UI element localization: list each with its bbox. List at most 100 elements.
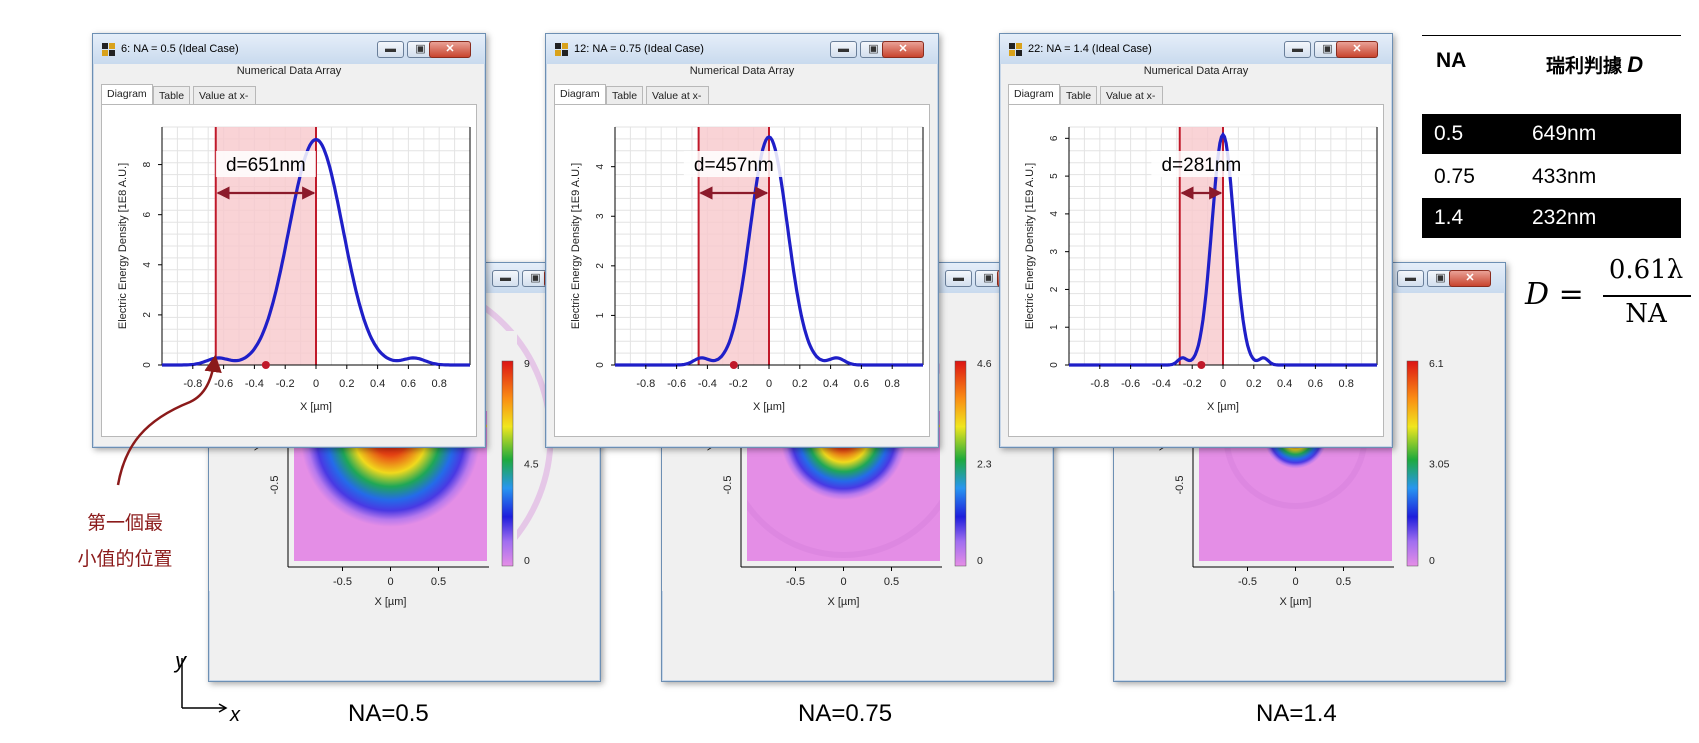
table-header-d-text: 瑞利判據	[1546, 56, 1623, 77]
tab-diagram[interactable]: Diagram	[554, 84, 606, 104]
profile-window-na05[interactable]: 6: NA = 0.5 (Ideal Case) ▬ ▣ ✕ Numerical Dat…	[92, 33, 486, 448]
minimize-button[interactable]: ▬	[492, 270, 519, 287]
minimum-point	[1197, 361, 1206, 369]
rayleigh-formula: D = 0.61λ NA	[1525, 255, 1695, 335]
colorbar	[501, 360, 514, 567]
y-tick-label: -0.5	[1174, 476, 1186, 495]
table-top-rule	[1422, 35, 1681, 36]
window-title: 22: NA = 1.4 (Ideal Case)	[1028, 43, 1152, 55]
x-tick-label: 0.5	[884, 576, 899, 588]
y-tick-label: 0	[142, 362, 153, 368]
table-header-na: NA	[1436, 49, 1467, 72]
x-tick-label: -0.2	[1183, 378, 1202, 390]
window-titlebar[interactable]: 6: NA = 0.5 (Ideal Case) ▬ ▣ ✕	[93, 34, 485, 64]
x-axis-label: X [µm]	[1279, 596, 1311, 608]
x-tick-label: -0.2	[276, 378, 295, 390]
app-icon	[1009, 43, 1022, 56]
maximize-button[interactable]: ▣	[522, 270, 549, 287]
y-tick-label: 1	[1049, 324, 1060, 330]
diagram-panel: -0.8 -0.6 -0.4 -0.2 0 0.2 0.4 0.6 0.8 X [µm] 0 1 2 3 4…	[554, 104, 930, 437]
diagram-panel: -0.8 -0.6 -0.4 -0.2 0 0.2 0.4 0.6 0.8 X [µm] 0 2 4 6 8…	[101, 104, 477, 437]
minimize-icon: ▬	[838, 43, 849, 55]
colorbar	[954, 360, 967, 567]
minimize-icon: ▬	[1292, 43, 1303, 55]
profile-window-na075[interactable]: 12: NA = 0.75 (Ideal Case) ▬ ▣ ✕ Numerical D…	[545, 33, 939, 448]
maximize-icon: ▣	[415, 43, 426, 55]
tab-value-at-x[interactable]: Value at x-Coordinate	[646, 86, 710, 120]
colorbar-max-label: 9	[524, 358, 530, 370]
minimize-button[interactable]: ▬	[945, 270, 972, 287]
maximize-button[interactable]: ▣	[1314, 41, 1341, 58]
close-icon: ✕	[1352, 43, 1362, 55]
y-tick-label: 3	[1049, 248, 1060, 254]
maximize-button[interactable]: ▣	[860, 41, 887, 58]
y-tick-label: 4	[595, 163, 606, 169]
formula-lhs: D =	[1525, 277, 1584, 312]
y-axis-label: Electric Energy Density [1E8 A.U.]	[117, 163, 129, 329]
x-tick-label: -0.4	[698, 378, 717, 390]
y-tick-label: 5	[1049, 173, 1060, 179]
y-tick-label: 3	[595, 213, 606, 219]
numerical-data-label: Numerical Data Array	[236, 65, 342, 77]
tab-table[interactable]: Table	[606, 86, 644, 104]
x-tick-label: 0.4	[370, 378, 385, 390]
tab-value-at-x[interactable]: Value at x-Coordinate	[1100, 86, 1164, 120]
table-header-d-symbol: D	[1627, 52, 1644, 77]
minimize-icon: ▬	[500, 272, 511, 284]
table-cell-na: 0.75	[1434, 165, 1475, 188]
close-button[interactable]: ✕	[429, 41, 471, 58]
close-button[interactable]: ✕	[1336, 41, 1378, 58]
caption-na14: NA=1.4	[1256, 700, 1337, 727]
tab-table[interactable]: Table	[153, 86, 191, 104]
x-tick-label: 0.6	[401, 378, 416, 390]
x-tick-label: 0.5	[1336, 576, 1351, 588]
minimize-icon: ▬	[385, 43, 396, 55]
diagram-panel: -0.8 -0.6 -0.4 -0.2 0 0.2 0.4 0.6 0.8 X [µm] 0 1 2 3 4…	[1008, 104, 1384, 437]
minimize-button[interactable]: ▬	[830, 41, 857, 58]
tab-table[interactable]: Table	[1060, 86, 1098, 104]
x-tick-label: -0.5	[1238, 576, 1257, 588]
formula-bar	[1603, 295, 1691, 297]
x-axis-label: X [µm]	[374, 596, 406, 608]
numerical-data-label: Numerical Data Array	[1143, 65, 1249, 77]
caption-na075: NA=0.75	[798, 700, 893, 727]
tab-diagram[interactable]: Diagram	[101, 84, 153, 104]
tab-value-at-x[interactable]: Value at x-Coordinate	[193, 86, 257, 120]
tab-diagram[interactable]: Diagram	[1008, 84, 1060, 104]
y-tick-label: 0	[595, 362, 606, 368]
colorbar-min-label: 0	[1429, 555, 1435, 567]
table-row: 1.4 232nm	[1422, 198, 1681, 238]
y-tick-label: 1	[595, 312, 606, 318]
distance-label: d=457nm	[694, 155, 774, 176]
energy-density-curve	[1069, 131, 1377, 367]
x-tick-label: -0.6	[214, 378, 233, 390]
x-tick-label: -0.5	[333, 576, 352, 588]
y-tick-label: -0.5	[269, 476, 281, 495]
colorbar	[1406, 360, 1419, 567]
minimize-button[interactable]: ▬	[1284, 41, 1311, 58]
y-tick-label: 4	[1049, 211, 1060, 217]
table-cell-d: 433nm	[1532, 165, 1597, 188]
close-button[interactable]: ✕	[1449, 270, 1491, 287]
window-title: 12: NA = 0.75 (Ideal Case)	[574, 43, 704, 55]
close-icon: ✕	[898, 43, 908, 55]
close-icon: ✕	[445, 43, 455, 55]
y-tick-label: 2	[595, 263, 606, 269]
colorbar-mid-label: 3.05	[1429, 459, 1450, 471]
table-row: 0.5 649nm	[1422, 114, 1681, 154]
y-axis-label: Electric Energy Density [1E9 A.U.]	[570, 163, 582, 329]
y-axis-label: Electric Energy Density [1E9 A.U.]	[1024, 163, 1036, 329]
table-cell-na: 1.4	[1434, 206, 1464, 229]
window-titlebar[interactable]: 22: NA = 1.4 (Ideal Case) ▬ ▣ ✕	[1000, 34, 1392, 64]
x-tick-label: 0	[1292, 576, 1298, 588]
x-axis-label: X [µm]	[753, 401, 785, 413]
minimize-button[interactable]: ▬	[377, 41, 404, 58]
close-button[interactable]: ✕	[882, 41, 924, 58]
window-titlebar[interactable]: 12: NA = 0.75 (Ideal Case) ▬ ▣ ✕	[546, 34, 938, 64]
profile-window-na14[interactable]: 22: NA = 1.4 (Ideal Case) ▬ ▣ ✕ Numerical Da…	[999, 33, 1393, 448]
axes-indicator	[181, 658, 228, 713]
x-tick-label: 0.2	[339, 378, 354, 390]
energy-density-curve	[615, 135, 923, 367]
colorbar-mid-label: 2.3	[977, 459, 992, 471]
minimize-button[interactable]: ▬	[1397, 270, 1424, 287]
